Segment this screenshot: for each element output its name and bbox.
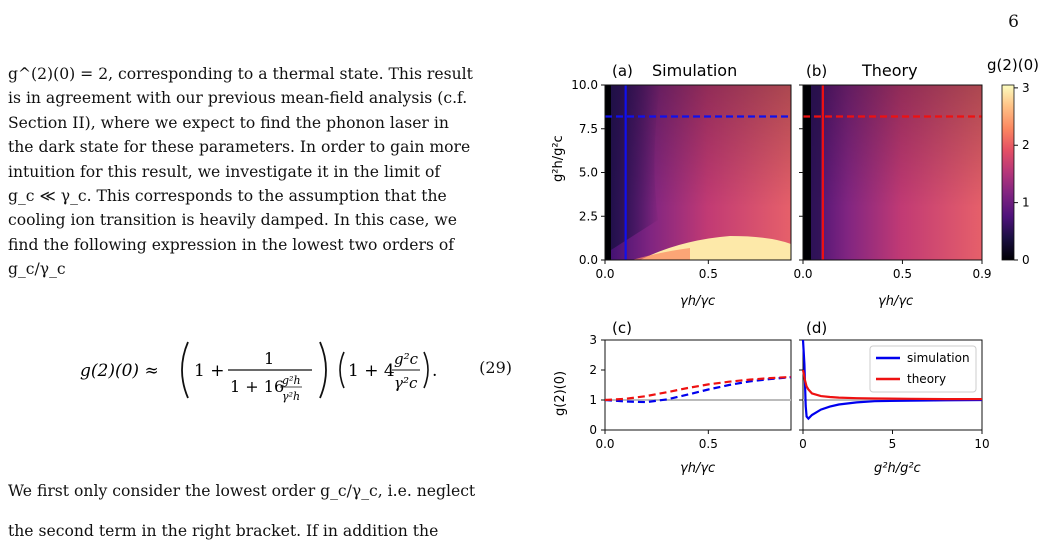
figure-6: (a) Simulation (b) Theory g(2)(0) 0 1 2 3 0… xyxy=(551,56,1039,476)
svg-text:1 +: 1 + xyxy=(194,361,224,381)
colorbar-tick-label: 1 xyxy=(1022,196,1030,210)
equation-29: g(2)(0) ≈ 1 + 1 1 + 16 g²h γ²h 1 + 4 g²c… xyxy=(80,330,520,410)
line-ylabel: g(2)(0) xyxy=(553,371,568,416)
panel-tag: (b) xyxy=(806,62,827,80)
line-xtick-label: 5 xyxy=(889,437,897,451)
legend-theory: theory xyxy=(907,372,946,386)
heatmap-xtick-label: 0.9 xyxy=(972,267,991,281)
heatmap-xtick-label: 0.5 xyxy=(893,267,912,281)
text-line: cooling ion transition is heavily damped… xyxy=(8,211,457,230)
heatmap-zero-column xyxy=(605,85,611,260)
legend-simulation: simulation xyxy=(907,351,970,365)
heatmap-ytick-label: 0.0 xyxy=(579,253,598,267)
text-line: g^(2)(0) = 2, corresponding to a thermal… xyxy=(8,65,473,83)
line-xtick-label: 10 xyxy=(974,437,989,451)
text-line: the dark state for these parameters. In … xyxy=(8,138,471,157)
panel-title: Theory xyxy=(861,61,918,80)
heatmap-ylabel: g²h/g²c xyxy=(551,135,566,182)
svg-text:γ²h: γ²h xyxy=(282,390,300,403)
series-line-simulation-d xyxy=(801,339,983,421)
line-xtick-label: 0 xyxy=(799,437,807,451)
svg-text:1: 1 xyxy=(264,349,274,368)
colorbar: g(2)(0) 0 1 2 3 xyxy=(987,56,1039,267)
panel-c-line: (c) xyxy=(604,319,792,431)
line-ytick-label: 3 xyxy=(589,333,597,347)
text-line: We first only consider the lowest order … xyxy=(8,481,476,500)
panel-b-heatmap: (b) Theory xyxy=(802,61,983,261)
line-d-xlabel: g²h/g²c xyxy=(874,461,921,476)
heatmap-ytick-label: 10.0 xyxy=(571,78,598,92)
text-line: Section II), where we expect to find the… xyxy=(8,113,449,132)
heatmap-xtick-label: 0.0 xyxy=(793,267,812,281)
svg-text:.: . xyxy=(432,361,437,381)
heatmap-orange-edge xyxy=(632,248,690,260)
panel-tag: (c) xyxy=(612,319,632,337)
body-text-top: g^(2)(0) = 2, corresponding to a thermal… xyxy=(8,62,518,282)
svg-text:g²h: g²h xyxy=(282,374,301,387)
text-line: g_c/γ_c xyxy=(8,260,66,279)
svg-text:1 + 16: 1 + 16 xyxy=(230,377,284,396)
series-line-theory-c xyxy=(604,375,792,402)
svg-text:g²c: g²c xyxy=(394,350,419,368)
line-ytick-label: 2 xyxy=(589,363,597,377)
heatmap-shade xyxy=(803,85,982,260)
panel-tag: (d) xyxy=(806,319,827,337)
equation-number: (29) xyxy=(479,358,512,377)
equation-lhs: g(2)(0) ≈ xyxy=(80,361,159,381)
heatmap-a-xlabel: γh/γc xyxy=(680,294,715,309)
svg-text:γ²c: γ²c xyxy=(394,374,418,392)
svg-text:1 + 4: 1 + 4 xyxy=(348,361,395,381)
page-number: 6 xyxy=(1008,12,1019,32)
heatmap-dark-region xyxy=(811,85,821,260)
series-line-theory-d xyxy=(801,369,982,401)
panel-title: Simulation xyxy=(652,61,737,80)
line-ytick-label: 1 xyxy=(589,393,597,407)
colorbar-tick-label: 0 xyxy=(1022,253,1030,267)
text-line: is in agreement with our previous mean-f… xyxy=(8,89,468,108)
heatmap-ytick-label: 7.5 xyxy=(579,122,598,136)
text-line: find the following expression in the low… xyxy=(8,235,455,254)
text-line: intuition for this result, we investigat… xyxy=(8,162,441,181)
heatmap-ytick-label: 5.0 xyxy=(579,166,598,180)
text-line: the second term in the right bracket. If… xyxy=(8,521,439,540)
series-line-simulation-c xyxy=(604,376,792,404)
equation-graphic: g(2)(0) ≈ 1 + 1 1 + 16 g²h γ²h 1 + 4 g²c… xyxy=(80,341,437,403)
colorbar-tick-label: 2 xyxy=(1022,138,1030,152)
panel-d-line: (d) simulation theory xyxy=(802,319,983,431)
line-xtick-label: 0.5 xyxy=(699,437,718,451)
colorbar-title: g(2)(0) xyxy=(987,56,1039,74)
colorbar-tick-label: 3 xyxy=(1022,81,1030,95)
body-text-bottom: We first only consider the lowest order … xyxy=(8,463,518,559)
heatmap-xtick-label: 0.5 xyxy=(699,267,718,281)
heatmap-xtick-label: 0.0 xyxy=(595,267,614,281)
line-xtick-label: 0.0 xyxy=(595,437,614,451)
heatmap-dark-region xyxy=(611,85,660,250)
heatmap-zero-column xyxy=(803,85,811,260)
legend: simulation theory xyxy=(869,345,977,393)
line-c-xlabel: γh/γc xyxy=(680,461,715,476)
panel-a-heatmap: (a) Simulation xyxy=(604,61,792,261)
panel-tag: (a) xyxy=(612,62,633,80)
heatmap-b-xlabel: γh/γc xyxy=(878,294,913,309)
heatmap-ytick-label: 2.5 xyxy=(579,209,598,223)
line-ytick-label: 0 xyxy=(589,423,597,437)
text-line: g_c ≪ γ_c. This corresponds to the assum… xyxy=(8,187,447,206)
